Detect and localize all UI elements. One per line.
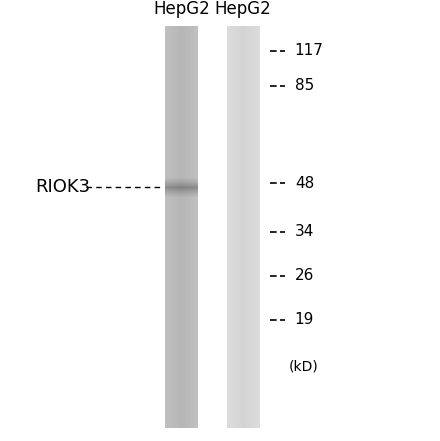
- Text: 19: 19: [295, 312, 314, 327]
- Text: HepG2: HepG2: [215, 0, 271, 18]
- Text: 48: 48: [295, 176, 314, 191]
- Text: 26: 26: [295, 268, 314, 283]
- Text: 85: 85: [295, 78, 314, 93]
- Text: RIOK3: RIOK3: [35, 179, 90, 196]
- Text: HepG2: HepG2: [153, 0, 210, 18]
- Text: 34: 34: [295, 224, 314, 239]
- Text: 117: 117: [295, 43, 324, 58]
- Text: (kD): (kD): [289, 359, 319, 374]
